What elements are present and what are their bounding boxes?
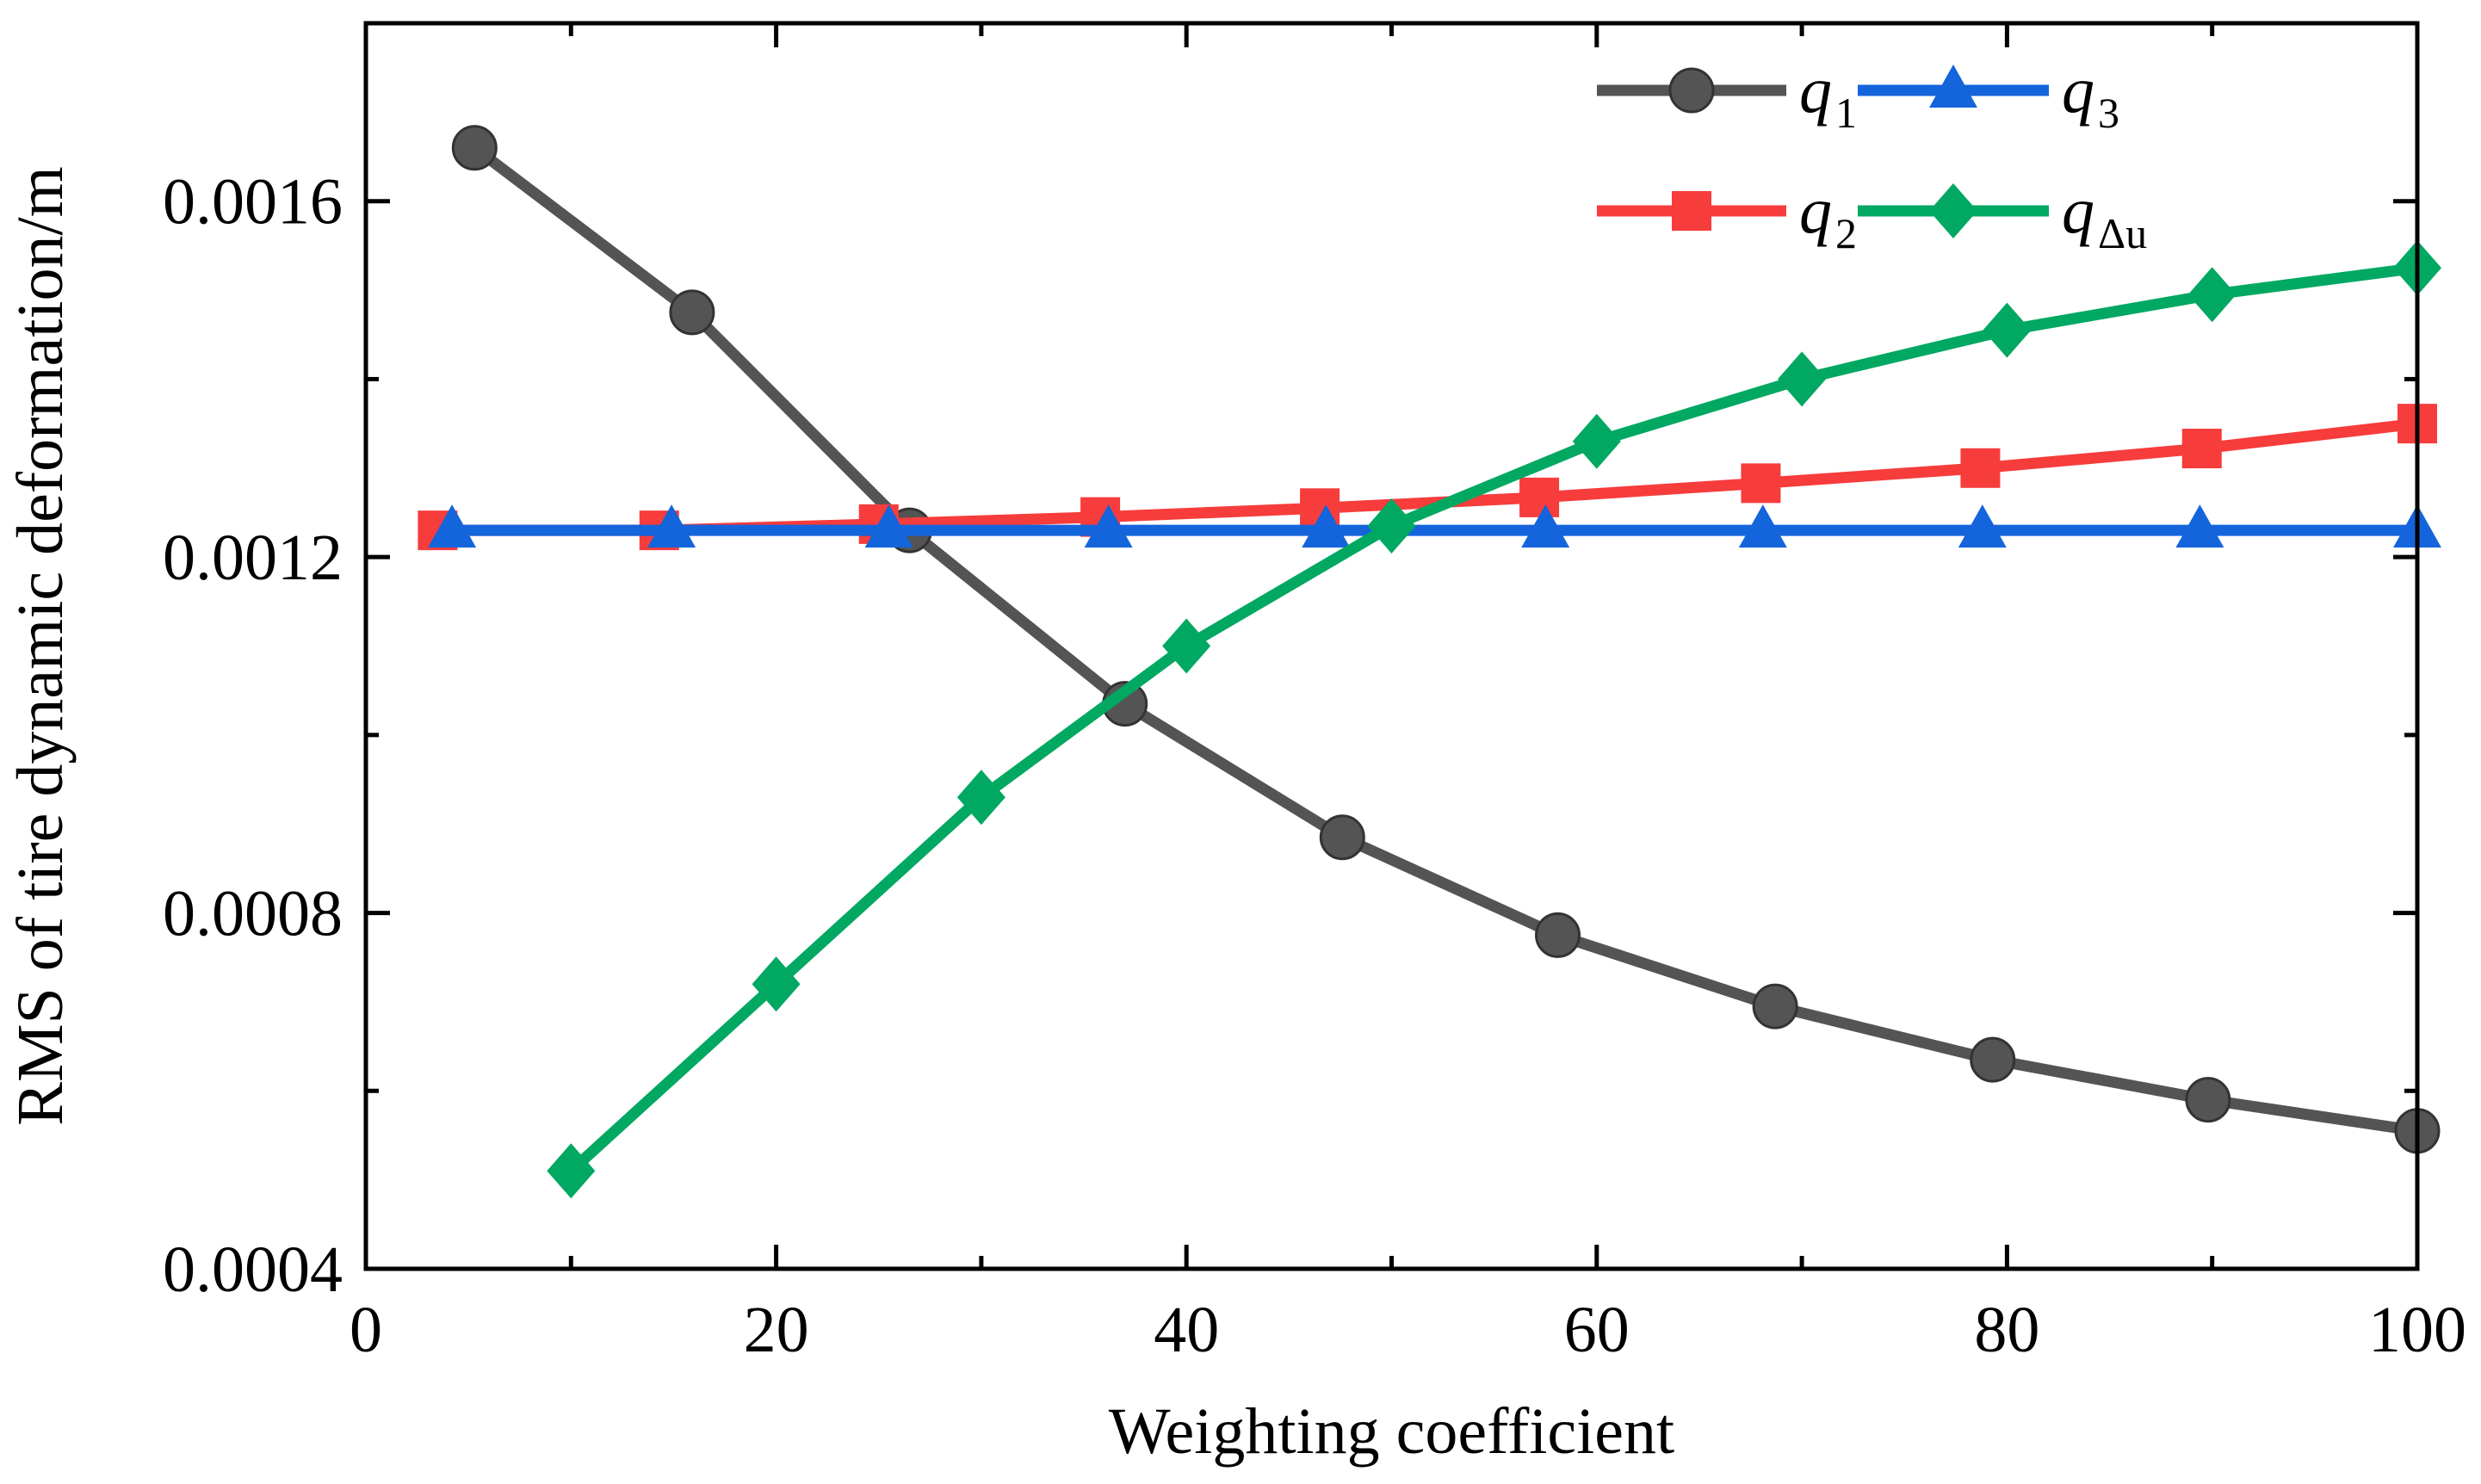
legend-label: q3 (2062, 54, 2119, 137)
data-point-q1 (1752, 983, 1798, 1030)
data-point-qΔu (2187, 267, 2237, 323)
series-line-q1 (471, 143, 2418, 1137)
data-point-qΔu (1778, 351, 1827, 407)
x-tick-label: 80 (1974, 1294, 2039, 1366)
x-axis-ticks: 0 20 40 60 80 100 (350, 23, 2466, 1366)
data-point-q3 (2175, 504, 2224, 548)
legend-label: q1 (1799, 54, 1857, 137)
series-layer (418, 125, 2441, 1199)
x-tick-label: 60 (1564, 1294, 1630, 1366)
data-point-q2 (1741, 463, 1781, 504)
data-point-q1 (1970, 1036, 2016, 1083)
data-point-q2 (1960, 448, 2001, 488)
data-point-qΔu (547, 1143, 596, 1199)
legend-marker (1672, 191, 1711, 231)
legend-marker (1929, 65, 1977, 108)
y-tick-label: 0.0004 (163, 1234, 343, 1306)
x-tick-label: 0 (350, 1294, 382, 1366)
legend-marker (1929, 183, 1977, 238)
data-point-q3 (647, 504, 696, 548)
legend-marker (1668, 67, 1715, 114)
data-point-qΔu (1572, 413, 1621, 469)
series-q1 (451, 125, 2441, 1154)
series-line-qΔu (566, 262, 2418, 1176)
legend-label: q2 (1799, 175, 1857, 257)
legend: q1 q3 q2 qΔu (1597, 54, 2147, 257)
data-point-qΔu (1162, 618, 1211, 674)
data-point-q1 (669, 289, 715, 336)
data-point-qΔu (956, 770, 1005, 825)
x-tick-label: 20 (744, 1294, 809, 1366)
legend-item-qΔu: qΔu (1858, 175, 2147, 257)
data-point-q1 (1319, 814, 1365, 861)
legend-item-q2: q2 (1597, 175, 1857, 257)
data-point-qΔu (1367, 498, 1416, 553)
series-q3 (428, 504, 2441, 548)
legend-label: qΔu (2062, 175, 2147, 257)
data-point-q3 (864, 504, 913, 548)
x-tick-label: 100 (2368, 1294, 2466, 1366)
legend-item-q1: q1 (1597, 54, 1857, 137)
y-tick-label: 0.0008 (163, 878, 343, 950)
y-axis-ticks: 0.0004 0.0008 0.0012 0.0016 (163, 166, 2417, 1306)
x-axis-title: Weighting coefficient (1109, 1395, 1674, 1468)
data-point-q3 (1521, 504, 1570, 548)
data-point-q3 (1084, 504, 1133, 548)
data-point-q3 (1302, 504, 1351, 548)
y-axis-title: RMS of tire dynamic deformation/m (4, 166, 77, 1125)
data-point-q1 (1535, 912, 1581, 958)
y-tick-label: 0.0016 (163, 166, 343, 238)
data-point-qΔu (752, 956, 801, 1012)
data-point-q3 (1738, 504, 1787, 548)
y-tick-label: 0.0012 (163, 522, 343, 594)
series-qΔu (547, 240, 2441, 1199)
data-point-q2 (1519, 477, 1560, 517)
data-point-qΔu (1983, 302, 2032, 358)
x-tick-label: 40 (1154, 1294, 1219, 1366)
data-point-q3 (1958, 504, 2007, 548)
data-point-q3 (428, 504, 477, 548)
data-point-q2 (2181, 429, 2222, 469)
data-point-q1 (2185, 1077, 2231, 1123)
legend-item-q3: q3 (1858, 54, 2119, 137)
data-point-q1 (451, 125, 498, 171)
